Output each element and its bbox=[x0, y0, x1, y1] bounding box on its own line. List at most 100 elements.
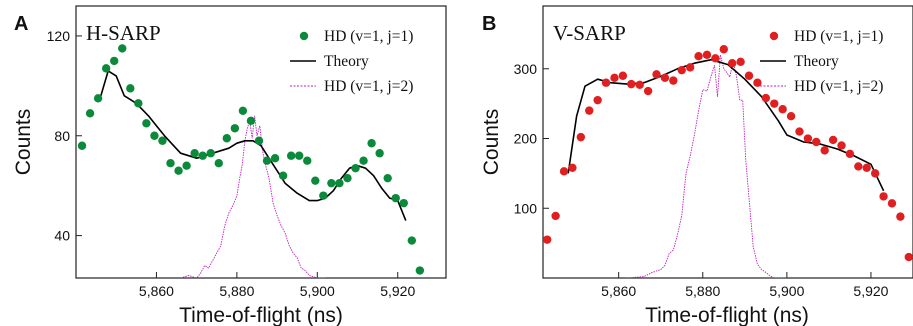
data-point bbox=[93, 94, 103, 103]
y-tick-label: 200 bbox=[514, 131, 538, 147]
data-point bbox=[618, 71, 628, 80]
data-point bbox=[440, 316, 448, 324]
data-point bbox=[635, 80, 644, 90]
data-point bbox=[262, 156, 272, 165]
data-point bbox=[643, 86, 653, 96]
axis-ticks: 5,860 5,880 5,900 5,920 100 200 300 bbox=[514, 61, 889, 299]
data-point bbox=[150, 131, 159, 140]
data-point bbox=[770, 99, 779, 108]
data-point bbox=[399, 198, 408, 208]
data-point bbox=[110, 56, 119, 66]
legend-label-theory: Theory bbox=[794, 53, 839, 70]
panel-letter: A bbox=[14, 13, 28, 35]
data-point bbox=[820, 146, 829, 155]
data-point bbox=[795, 127, 804, 136]
data-point bbox=[270, 154, 280, 163]
data-point bbox=[559, 167, 569, 176]
data-point bbox=[736, 57, 745, 66]
data-point bbox=[246, 116, 256, 125]
data-point bbox=[896, 212, 905, 221]
x-tick-label: 5,900 bbox=[300, 283, 335, 299]
data-point bbox=[311, 176, 320, 185]
panel-b: B V-SARP Counts Time-of-flight (ns) 5,86… bbox=[480, 5, 913, 326]
data-point bbox=[753, 78, 762, 87]
data-point bbox=[407, 236, 417, 245]
spectrum-curve bbox=[180, 115, 326, 278]
legend-label-spectrum: HD (v=1, j=2) bbox=[794, 78, 883, 95]
data-point bbox=[610, 73, 619, 83]
data-point bbox=[126, 84, 135, 93]
data-point bbox=[415, 266, 425, 275]
data-point bbox=[383, 173, 392, 183]
data-point bbox=[685, 63, 695, 72]
data-point bbox=[627, 79, 636, 89]
data-point bbox=[719, 45, 728, 54]
data-point bbox=[837, 141, 846, 150]
panel-title: H-SARP bbox=[86, 21, 161, 45]
data-point bbox=[85, 109, 95, 118]
y-axis-title: Counts bbox=[12, 109, 35, 176]
data-point bbox=[786, 111, 796, 121]
data-point bbox=[134, 99, 143, 108]
data-point bbox=[702, 50, 712, 60]
data-point bbox=[190, 149, 199, 158]
x-axis-title: Time-of-flight (ns) bbox=[179, 304, 343, 326]
data-point bbox=[862, 163, 871, 173]
data-point bbox=[870, 169, 880, 178]
plot-marks bbox=[543, 45, 913, 278]
plot-marks bbox=[77, 44, 448, 324]
legend-label-spectrum: HD (v=1, j=2) bbox=[324, 78, 413, 95]
y-tick-label: 300 bbox=[514, 61, 538, 77]
data-point bbox=[198, 151, 207, 160]
x-axis-title: Time-of-flight (ns) bbox=[645, 304, 809, 326]
axis-ticks: 5,860 5,880 5,900 5,920 40 80 120 bbox=[47, 28, 416, 299]
data-point bbox=[551, 211, 560, 221]
x-tick-label: 5,880 bbox=[685, 283, 720, 299]
data-point bbox=[543, 235, 552, 244]
data-point bbox=[303, 156, 312, 165]
data-point bbox=[206, 149, 215, 158]
data-point bbox=[214, 159, 223, 168]
data-point bbox=[854, 162, 863, 171]
theory-curve bbox=[99, 70, 407, 221]
data-point bbox=[669, 76, 678, 85]
data-point bbox=[343, 173, 352, 183]
legend-label-points: HD (v=1, j=1) bbox=[324, 28, 413, 45]
data-point bbox=[568, 163, 577, 173]
legend-marker-points bbox=[769, 31, 779, 41]
plot-frame bbox=[75, 5, 447, 279]
y-tick-label: 120 bbox=[47, 28, 71, 44]
data-point bbox=[319, 191, 328, 200]
legend-marker-points bbox=[299, 31, 309, 41]
data-point bbox=[803, 134, 813, 143]
data-point bbox=[424, 291, 432, 299]
data-point bbox=[230, 124, 240, 133]
data-point bbox=[174, 166, 183, 175]
legend: HD (v=1, j=1) Theory HD (v=1, j=2) bbox=[760, 28, 883, 95]
data-point bbox=[711, 54, 720, 63]
data-point bbox=[728, 58, 737, 68]
data-point bbox=[359, 156, 368, 165]
x-tick-label: 5,880 bbox=[219, 283, 254, 299]
data-point bbox=[278, 171, 288, 180]
data-point bbox=[778, 105, 787, 114]
legend-label-theory: Theory bbox=[324, 53, 369, 70]
data-point bbox=[879, 192, 888, 201]
x-tick-label: 5,860 bbox=[139, 283, 174, 299]
y-tick-label: 100 bbox=[514, 200, 538, 216]
panel-title: V-SARP bbox=[553, 21, 626, 45]
data-point bbox=[585, 106, 594, 115]
data-point bbox=[812, 137, 821, 147]
data-point bbox=[391, 193, 400, 203]
legend-label-points: HD (v=1, j=1) bbox=[794, 28, 883, 45]
data-point bbox=[335, 178, 344, 188]
x-tick-label: 5,920 bbox=[853, 283, 888, 299]
data-point bbox=[327, 178, 336, 188]
data-point bbox=[118, 44, 127, 53]
plot-frame bbox=[542, 5, 913, 279]
data-point bbox=[601, 78, 611, 87]
data-point bbox=[652, 70, 661, 79]
panel-a: A H-SARP Counts Time-of-flight (ns) 5,86… bbox=[12, 5, 448, 326]
data-point bbox=[432, 299, 440, 307]
